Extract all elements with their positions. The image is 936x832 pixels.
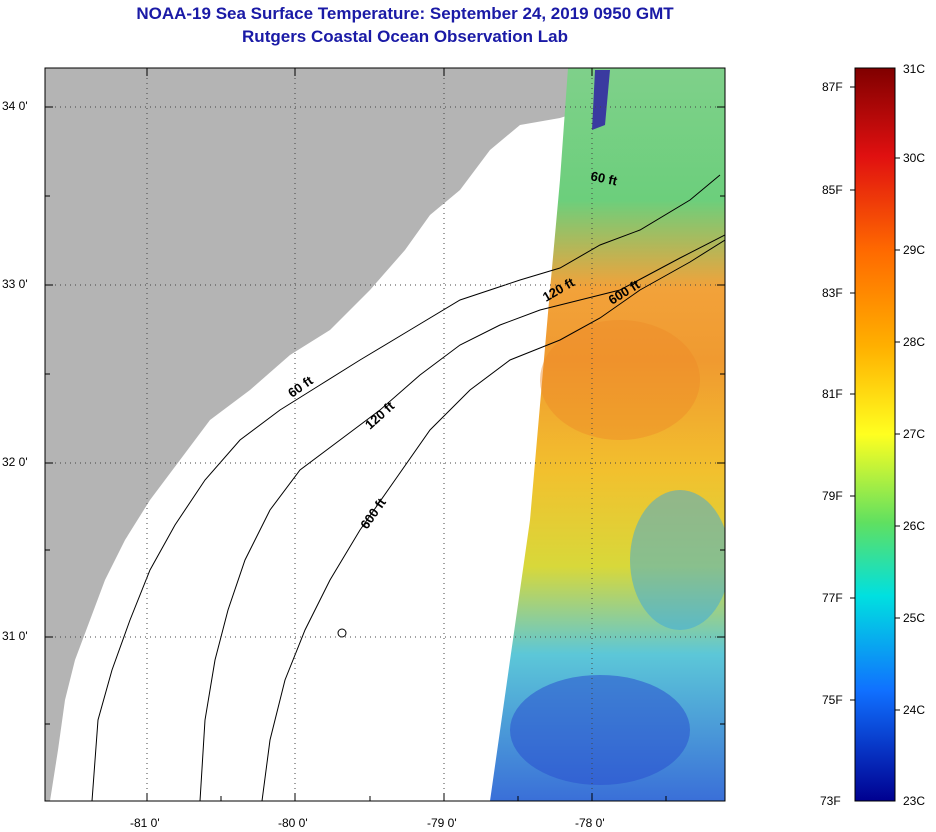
map-subtitle: Rutgers Coastal Ocean Observation Lab xyxy=(242,27,568,46)
lat-label: 33 0' xyxy=(2,277,28,291)
colorbar-c-label: 24C xyxy=(903,703,926,717)
depth-feature xyxy=(337,628,347,638)
land-area xyxy=(45,68,590,801)
contour-label: 60 ft xyxy=(589,168,619,188)
colorbar-f-label: 73F xyxy=(820,794,841,808)
colorbar-ticks xyxy=(850,86,900,711)
colorbar-c-label: 31C xyxy=(903,62,926,76)
colorbar-f-label: 77F xyxy=(822,591,843,605)
colorbar-c-label: 28C xyxy=(903,335,926,349)
colorbar-f-label: 85F xyxy=(822,183,843,197)
lat-label: 34 0' xyxy=(2,99,28,113)
axis-ticks xyxy=(45,68,725,801)
colorbar-f-label: 75F xyxy=(822,693,843,707)
colorbar-c-label: 30C xyxy=(903,151,926,165)
lon-label: -79 0' xyxy=(427,816,457,830)
lat-label: 32 0' xyxy=(2,455,28,469)
cool-water-patch xyxy=(630,490,725,630)
colorbar-f-label: 83F xyxy=(822,286,843,300)
contour-600ft xyxy=(261,239,725,801)
map-frame xyxy=(44,67,726,802)
colorbar-f-label: 87F xyxy=(822,80,843,94)
inlet xyxy=(592,70,610,130)
cool-water-patch xyxy=(510,675,690,785)
colorbar xyxy=(854,67,896,802)
map-title: NOAA-19 Sea Surface Temperature: Septemb… xyxy=(136,4,674,23)
contour-60ft xyxy=(91,174,721,801)
colorbar-c-label: 26C xyxy=(903,519,926,533)
graticule xyxy=(45,68,725,801)
colorbar-c-label: 23C xyxy=(903,794,926,808)
colorbar-c-label: 27C xyxy=(903,427,926,441)
colorbar-c-label: 25C xyxy=(903,611,926,625)
lon-label: -78 0' xyxy=(575,816,605,830)
colorbar-c-label: 29C xyxy=(903,243,926,257)
lon-label: -80 0' xyxy=(278,816,308,830)
contour-120ft xyxy=(199,234,725,801)
lat-label: 31 0' xyxy=(2,629,28,643)
colorbar-f-label: 81F xyxy=(822,387,843,401)
warm-water-patch xyxy=(540,320,700,440)
colorbar-f-label: 79F xyxy=(822,489,843,503)
lon-label: -81 0' xyxy=(130,816,160,830)
